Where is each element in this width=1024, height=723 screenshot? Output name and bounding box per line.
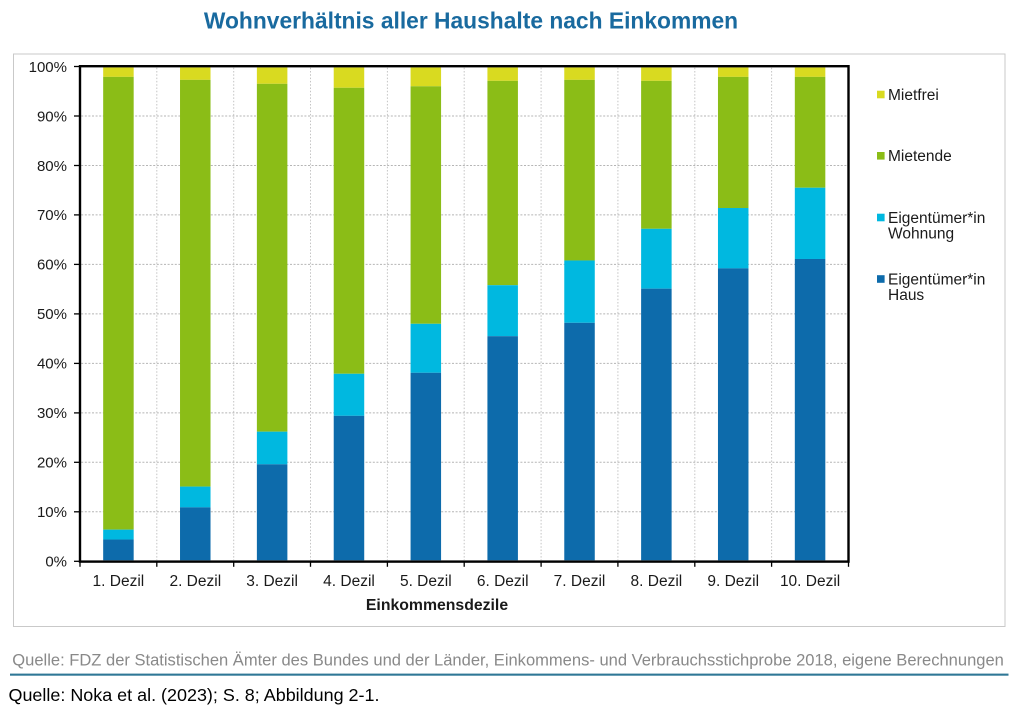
svg-text:1. Dezil: 1. Dezil bbox=[93, 573, 145, 590]
svg-text:0%: 0% bbox=[45, 554, 67, 571]
svg-text:100%: 100% bbox=[29, 59, 67, 76]
svg-text:90%: 90% bbox=[37, 108, 67, 125]
svg-text:8. Dezil: 8. Dezil bbox=[631, 573, 683, 590]
svg-text:Mietende: Mietende bbox=[888, 148, 952, 165]
svg-text:Haus: Haus bbox=[888, 287, 924, 304]
svg-text:40%: 40% bbox=[37, 356, 67, 373]
svg-text:80%: 80% bbox=[37, 158, 67, 175]
svg-text:6. Dezil: 6. Dezil bbox=[477, 573, 529, 590]
svg-text:4. Dezil: 4. Dezil bbox=[323, 573, 375, 590]
svg-text:3. Dezil: 3. Dezil bbox=[246, 573, 298, 590]
svg-text:Eigentümer*in: Eigentümer*in bbox=[888, 210, 985, 227]
svg-text:60%: 60% bbox=[37, 257, 67, 274]
svg-text:Quelle: Noka et al. (2023); S.: Quelle: Noka et al. (2023); S. 8; Abbild… bbox=[9, 685, 380, 705]
svg-text:5. Dezil: 5. Dezil bbox=[400, 573, 452, 590]
svg-text:30%: 30% bbox=[37, 405, 67, 422]
svg-text:50%: 50% bbox=[37, 306, 67, 323]
svg-text:Mietfrei: Mietfrei bbox=[888, 87, 939, 104]
svg-text:20%: 20% bbox=[37, 455, 67, 472]
svg-text:Eigentümer*in: Eigentümer*in bbox=[888, 271, 985, 288]
svg-text:Einkommensdezile: Einkommensdezile bbox=[366, 597, 508, 614]
svg-text:2. Dezil: 2. Dezil bbox=[169, 573, 221, 590]
svg-text:Wohnverhältnis aller Haushalte: Wohnverhältnis aller Haushalte nach Eink… bbox=[204, 7, 738, 33]
svg-text:7. Dezil: 7. Dezil bbox=[554, 573, 606, 590]
svg-text:70%: 70% bbox=[37, 207, 67, 224]
svg-text:Wohnung: Wohnung bbox=[888, 226, 954, 243]
svg-text:Quelle: FDZ der Statistischen: Quelle: FDZ der Statistischen Ämter des … bbox=[12, 651, 1004, 670]
svg-text:9. Dezil: 9. Dezil bbox=[707, 573, 759, 590]
svg-text:10. Dezil: 10. Dezil bbox=[780, 573, 840, 590]
svg-text:10%: 10% bbox=[37, 504, 67, 521]
